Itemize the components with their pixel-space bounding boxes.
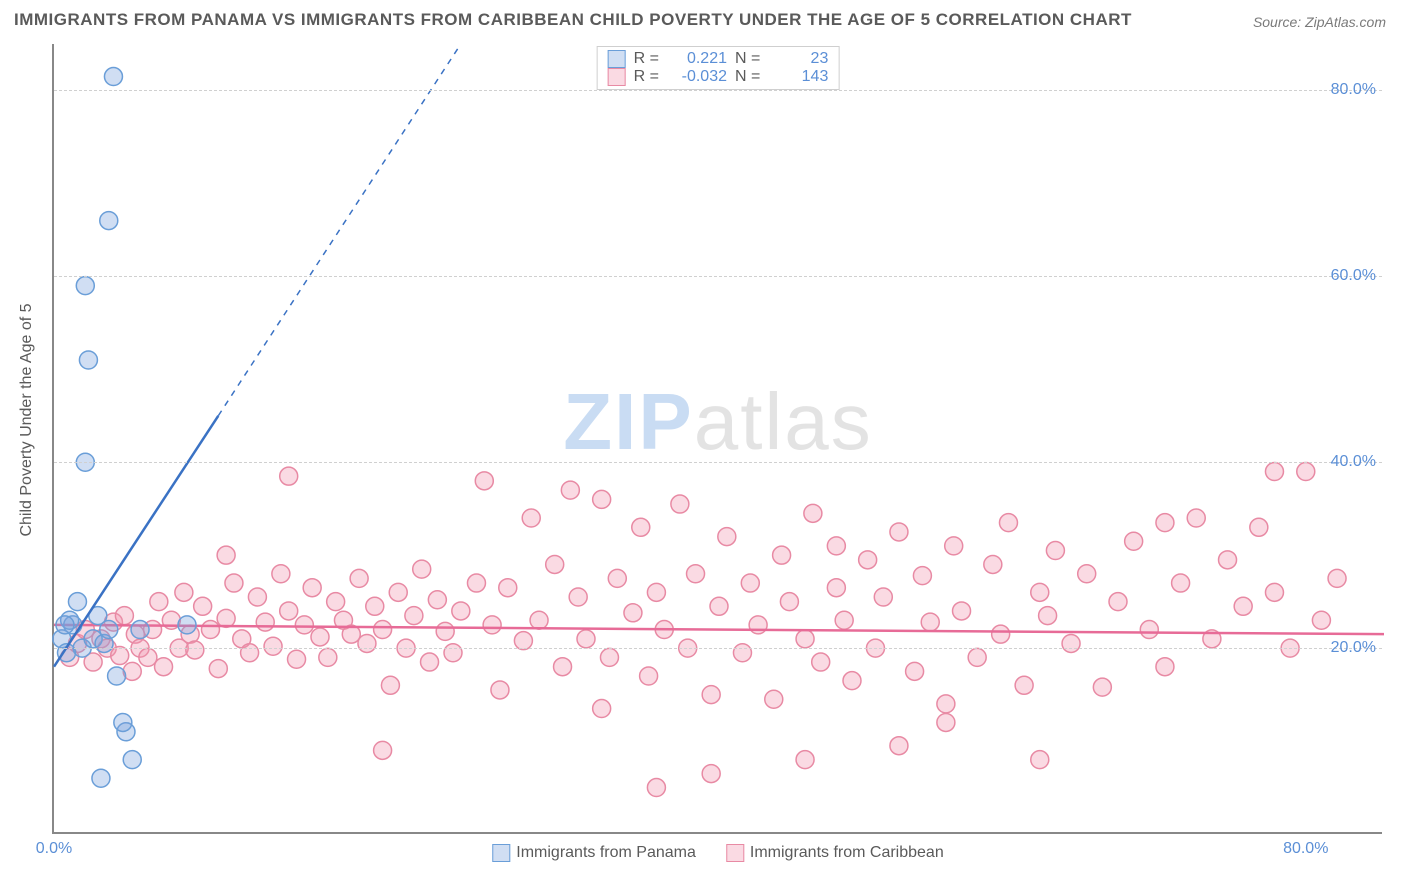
plot-svg: [54, 44, 1382, 832]
legend-label-panama: Immigrants from Panama: [516, 844, 696, 862]
stats-row-caribbean: R = -0.032 N = 143: [608, 68, 829, 86]
chart-title: IMMIGRANTS FROM PANAMA VS IMMIGRANTS FRO…: [14, 10, 1132, 30]
stats-row-panama: R = 0.221 N = 23: [608, 50, 829, 68]
y-tick-label: 60.0%: [1331, 267, 1376, 285]
y-tick-label: 20.0%: [1331, 639, 1376, 657]
source-attribution: Source: ZipAtlas.com: [1253, 14, 1386, 30]
y-tick-label: 40.0%: [1331, 453, 1376, 471]
legend-item-panama: Immigrants from Panama: [492, 844, 696, 862]
stats-r-label: R =: [634, 50, 659, 68]
legend-bottom: Immigrants from Panama Immigrants from C…: [492, 844, 943, 862]
legend-item-caribbean: Immigrants from Caribbean: [726, 844, 944, 862]
stats-n-label: N =: [735, 50, 760, 68]
stats-swatch-caribbean: [608, 68, 626, 86]
gridline-h: [54, 462, 1382, 463]
correlation-stats-box: R = 0.221 N = 23 R = -0.032 N = 143: [597, 46, 840, 90]
plot-area: ZIPatlas R = 0.221 N = 23 R = -0.032 N =…: [52, 44, 1382, 834]
stats-n-value: 23: [772, 50, 828, 68]
stats-swatch-panama: [608, 50, 626, 68]
stats-n-label: N =: [735, 68, 760, 86]
legend-label-caribbean: Immigrants from Caribbean: [750, 844, 944, 862]
stats-r-value: -0.032: [671, 68, 727, 86]
stats-r-value: 0.221: [671, 50, 727, 68]
stats-n-value: 143: [772, 68, 828, 86]
stats-r-label: R =: [634, 68, 659, 86]
gridline-h: [54, 276, 1382, 277]
legend-swatch-caribbean: [726, 844, 744, 862]
legend-swatch-panama: [492, 844, 510, 862]
gridline-h: [54, 648, 1382, 649]
y-axis-label: Child Poverty Under the Age of 5: [18, 303, 36, 536]
x-tick-label: 80.0%: [1283, 840, 1328, 858]
x-tick-label: 0.0%: [36, 840, 72, 858]
y-tick-label: 80.0%: [1331, 81, 1376, 99]
gridline-h: [54, 90, 1382, 91]
